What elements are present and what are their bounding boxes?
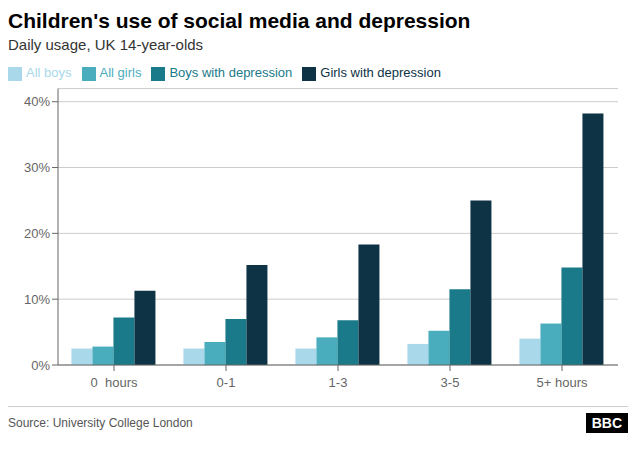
svg-text:0 hours: 0 hours	[91, 375, 138, 390]
svg-text:30%: 30%	[24, 160, 50, 175]
html-text:Boys with depression: Boys with depression	[169, 65, 293, 80]
html-text:Children's use of social media: Children's use of social media and depre…	[8, 9, 471, 32]
svg-text:1-3: 1-3	[329, 375, 348, 390]
html-text:Source: University College Lon: Source: University College London	[8, 416, 193, 430]
svg-text:3-5: 3-5	[441, 375, 460, 390]
html-text:Girls with depression: Girls with depression	[320, 65, 441, 80]
svg-text:20%: 20%	[24, 226, 50, 241]
html-text:Daily usage, UK 14-year-olds: Daily usage, UK 14-year-olds	[8, 36, 204, 53]
html-text:All girls: All girls	[99, 65, 142, 80]
svg-text:10%: 10%	[24, 292, 50, 307]
html-text:BBC: BBC	[591, 415, 622, 431]
html-text:All boys: All boys	[26, 65, 72, 80]
svg-text:5+ hours: 5+ hours	[537, 375, 588, 390]
svg-text:0%: 0%	[31, 358, 50, 373]
svg-text:40%: 40%	[24, 94, 50, 109]
svg-text:0-1: 0-1	[217, 375, 236, 390]
